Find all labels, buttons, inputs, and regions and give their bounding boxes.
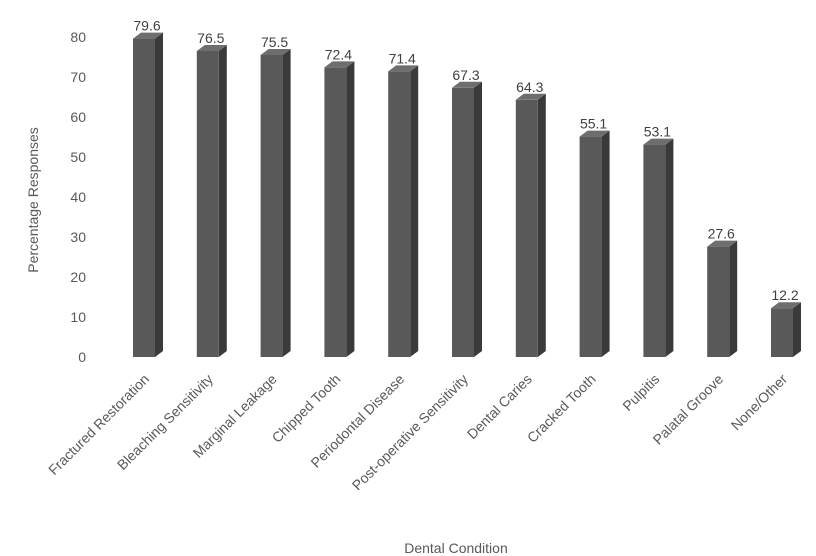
bar-side-face bbox=[729, 240, 738, 357]
bar-top-face bbox=[771, 302, 801, 309]
x-axis-title: Dental Condition bbox=[404, 540, 508, 556]
bar-top-face bbox=[260, 49, 291, 55]
y-tick-label: 60 bbox=[70, 109, 86, 125]
data-label: 53.1 bbox=[644, 124, 671, 140]
y-tick-label: 80 bbox=[70, 29, 86, 45]
category-label: Pulpitis bbox=[619, 371, 662, 414]
bar-side-face bbox=[601, 130, 610, 357]
bar bbox=[452, 81, 482, 358]
bar bbox=[196, 45, 227, 357]
bar-front-face bbox=[771, 308, 793, 357]
bar-front-face bbox=[579, 136, 602, 357]
y-tick-label: 20 bbox=[70, 269, 86, 285]
data-label: 27.6 bbox=[708, 226, 735, 242]
bar-side-face bbox=[410, 65, 419, 358]
bar bbox=[771, 302, 801, 357]
data-label: 67.3 bbox=[452, 67, 479, 83]
bar-side-face bbox=[218, 45, 227, 357]
bar-front-face bbox=[452, 87, 474, 358]
bar-side-face bbox=[155, 32, 163, 357]
bar-front-face bbox=[133, 38, 155, 357]
bar-top-face bbox=[452, 81, 482, 88]
data-labels: 79.6 76.5 75.5 72.4 71.4 67.3 64.3 55.1 53.1 27.6… bbox=[133, 18, 798, 304]
bar-front-face bbox=[324, 67, 347, 358]
bar-top-face bbox=[388, 65, 419, 72]
bar bbox=[515, 93, 546, 358]
bar-front-face bbox=[196, 51, 219, 357]
data-label: 79.6 bbox=[133, 18, 160, 34]
y-tick-label: 10 bbox=[70, 309, 86, 325]
bar-top-face bbox=[707, 240, 738, 247]
bar-front-face bbox=[643, 144, 666, 357]
bar-top-face bbox=[133, 32, 163, 39]
y-axis-ticks: 0 10 20 30 40 50 60 70 80 bbox=[70, 29, 86, 365]
bar-side-face bbox=[537, 93, 546, 358]
bar bbox=[579, 130, 610, 357]
y-tick-label: 30 bbox=[70, 229, 86, 245]
category-label: None/Other bbox=[728, 371, 791, 434]
y-tick-label: 70 bbox=[70, 69, 86, 85]
data-label: 12.2 bbox=[771, 287, 798, 303]
bar-top-face bbox=[324, 61, 355, 68]
bar bbox=[324, 61, 355, 358]
data-label: 75.5 bbox=[261, 34, 288, 50]
bar bbox=[643, 138, 674, 357]
data-label: 76.5 bbox=[197, 30, 224, 46]
bar-side-face bbox=[474, 81, 482, 358]
y-tick-label: 40 bbox=[70, 189, 86, 205]
data-label: 72.4 bbox=[325, 46, 352, 62]
bar-front-face bbox=[515, 99, 538, 358]
bars bbox=[133, 32, 801, 358]
bar-front-face bbox=[260, 55, 283, 357]
bar-top-face bbox=[515, 93, 546, 100]
bar-front-face bbox=[707, 246, 730, 357]
bar-side-face bbox=[665, 138, 674, 357]
bar-top-face bbox=[579, 130, 610, 137]
bar-top-face bbox=[196, 45, 227, 51]
y-tick-label: 50 bbox=[70, 149, 86, 165]
category-label: Dental Caries bbox=[464, 371, 535, 442]
bar-side-face bbox=[793, 302, 801, 357]
bar-side-face bbox=[346, 61, 355, 358]
bar bbox=[707, 240, 738, 357]
y-tick-label: 0 bbox=[78, 349, 86, 365]
category-label: Post-operative Sensitivity bbox=[349, 371, 471, 493]
data-label: 64.3 bbox=[516, 79, 543, 95]
category-label: Cracked Tooth bbox=[524, 371, 599, 446]
y-axis-title: Percentage Responses bbox=[25, 127, 41, 273]
bar-top-face bbox=[643, 138, 674, 145]
data-label: 55.1 bbox=[580, 116, 607, 132]
bar-front-face bbox=[388, 71, 411, 358]
bar-side-face bbox=[282, 49, 291, 357]
data-label: 71.4 bbox=[389, 50, 416, 66]
bar bbox=[260, 49, 291, 357]
bar bbox=[133, 32, 163, 357]
bar bbox=[388, 65, 419, 358]
